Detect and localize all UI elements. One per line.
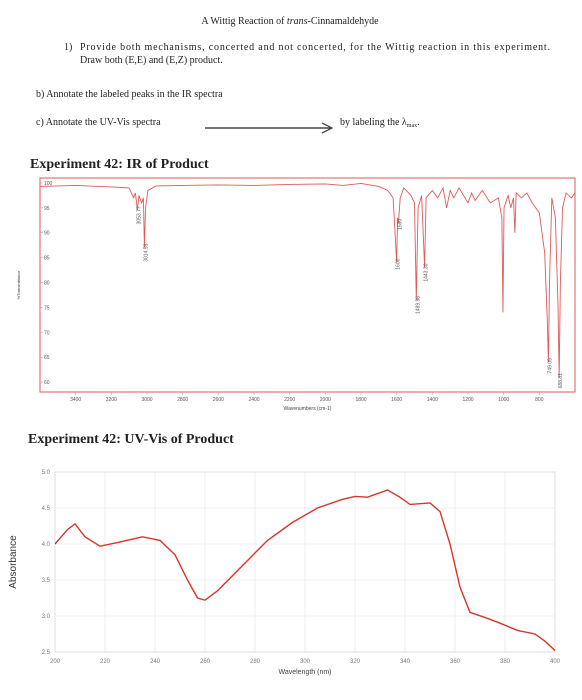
x-tick-label: 1200: [462, 397, 473, 403]
y-tick-label: 60: [44, 380, 50, 386]
x-tick-label: 320: [350, 659, 361, 665]
question-text: Provide both mechanisms, concerted and n…: [80, 42, 550, 53]
y-tick-label: 4.5: [42, 506, 51, 512]
x-tick-label: 2200: [284, 397, 295, 403]
x-tick-label: 1800: [355, 397, 366, 403]
note-text: by labeling the λ: [340, 117, 407, 128]
peak-label: 749.05: [547, 358, 553, 374]
y-tick-label: 75: [44, 305, 50, 311]
note-text: .: [417, 117, 420, 128]
x-axis-label: Wavelength (nm): [278, 669, 331, 676]
y-tick-label: 2.5: [42, 650, 51, 656]
peak-label: 1489.96: [415, 296, 421, 314]
y-tick-label: 3.5: [42, 578, 51, 584]
section-heading: Experiment 42: IR of Product: [30, 157, 209, 172]
x-tick-label: 3200: [106, 397, 117, 403]
peak-label: 688.81: [558, 373, 564, 389]
peak-label: 1590: [397, 219, 403, 230]
y-axis-label: Absorbance: [8, 535, 19, 589]
question-text: c) Annotate the UV-Vis spectra: [36, 117, 161, 128]
title-text: trans: [287, 16, 308, 27]
section-heading: Experiment 42: UV-Vis of Product: [28, 432, 234, 447]
peak-label: 1443.30: [424, 263, 430, 281]
x-tick-label: 400: [550, 659, 561, 665]
x-tick-label: 220: [100, 659, 111, 665]
x-tick-label: 3000: [141, 397, 152, 403]
data-line: [39, 183, 576, 378]
x-tick-label: 2800: [177, 397, 188, 403]
peak-label: 3014.59: [143, 243, 149, 261]
arrow-head: [321, 122, 334, 134]
y-tick-label: 90: [44, 231, 50, 237]
x-tick-label: 1400: [427, 397, 438, 403]
y-tick-label: 80: [44, 281, 50, 287]
question-text: by labeling the λmax.: [340, 117, 420, 129]
x-tick-label: 2600: [213, 397, 224, 403]
y-tick-label: 100: [44, 181, 53, 187]
title-text: -Cinnamaldehyde: [307, 16, 379, 27]
data-line: [54, 489, 556, 652]
x-tick-label: 240: [150, 659, 161, 665]
question-text: b) Annotate the labeled peaks in the IR …: [36, 89, 223, 100]
question-number: 1): [64, 42, 72, 53]
x-tick-label: 800: [535, 397, 544, 403]
y-tick-label: 4.0: [42, 542, 51, 548]
plot-frame: [39, 177, 576, 393]
x-tick-label: 1000: [498, 397, 509, 403]
x-tick-label: 1600: [391, 397, 402, 403]
y-tick-label: 3.0: [42, 614, 51, 620]
x-tick-label: 2400: [248, 397, 259, 403]
x-tick-label: 200: [50, 659, 61, 665]
x-tick-label: 3400: [70, 397, 81, 403]
y-tick-label: 70: [44, 330, 50, 336]
x-tick-label: 2000: [320, 397, 331, 403]
y-tick-label: 95: [44, 206, 50, 212]
x-tick-label: 360: [450, 659, 461, 665]
y-tick-label: 65: [44, 355, 50, 361]
peak-label: 3053.77: [136, 206, 142, 224]
x-tick-label: 280: [250, 659, 261, 665]
y-tick-label: 85: [44, 256, 50, 262]
x-tick-label: 260: [200, 659, 211, 665]
y-tick-label: 5.0: [42, 470, 51, 476]
x-tick-label: 380: [500, 659, 511, 665]
y-axis-label: %Transmittance: [16, 270, 21, 300]
page-title: A Wittig Reaction of trans-Cinnamaldehyd…: [201, 16, 379, 27]
x-axis-label: Wavenumbers (cm-1): [284, 406, 332, 412]
title-text: A Wittig Reaction of: [201, 16, 287, 27]
note-subscript: max: [407, 123, 417, 129]
x-tick-label: 340: [400, 659, 411, 665]
x-tick-label: 300: [300, 659, 311, 665]
peak-label: 1600: [396, 258, 402, 269]
question-text: Draw both (E,E) and (E,Z) product.: [80, 55, 223, 66]
